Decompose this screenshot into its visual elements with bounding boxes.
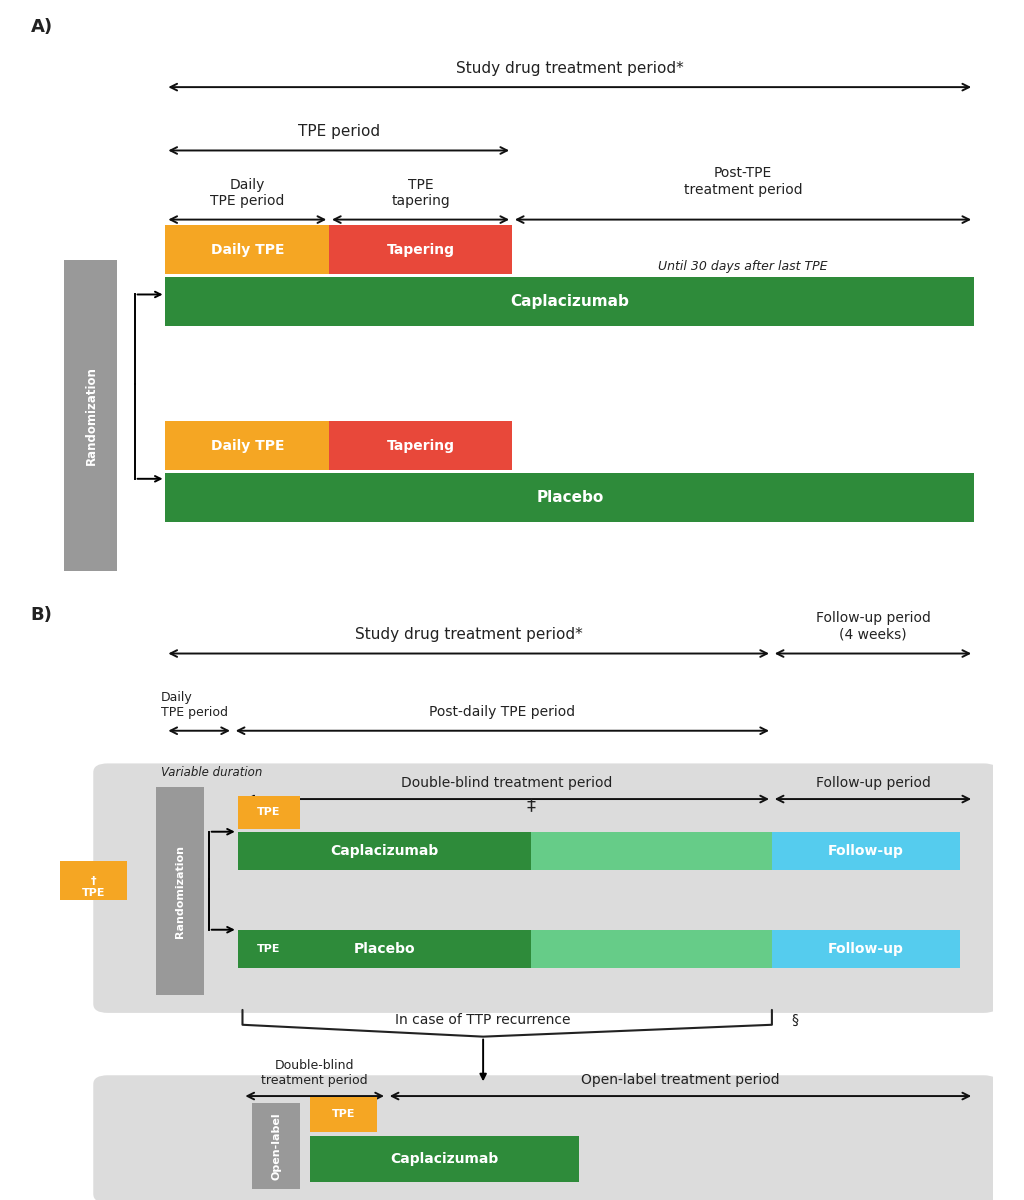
Text: Daily
TPE period: Daily TPE period bbox=[161, 691, 227, 719]
Bar bbox=[238, 930, 531, 968]
FancyBboxPatch shape bbox=[93, 1075, 998, 1200]
Text: 1:1: 1:1 bbox=[90, 377, 113, 391]
Text: Double-blind treatment period: Double-blind treatment period bbox=[401, 776, 613, 790]
Text: Variable duration: Variable duration bbox=[285, 254, 392, 268]
Bar bbox=[238, 932, 300, 965]
Text: Daily TPE: Daily TPE bbox=[211, 242, 284, 257]
Text: 1:1: 1:1 bbox=[173, 872, 196, 887]
Text: Follow-up period: Follow-up period bbox=[815, 776, 931, 790]
Text: Tapering: Tapering bbox=[386, 242, 455, 257]
Bar bbox=[531, 832, 772, 870]
Text: Follow-up: Follow-up bbox=[827, 942, 903, 956]
Text: TPE: TPE bbox=[332, 1110, 355, 1120]
Text: Caplacizumab: Caplacizumab bbox=[390, 1152, 499, 1166]
Bar bbox=[65, 260, 118, 571]
Text: Study drug treatment period*: Study drug treatment period* bbox=[456, 60, 684, 76]
Text: Double-blind
treatment period: Double-blind treatment period bbox=[261, 1060, 368, 1087]
Text: TPE
tapering: TPE tapering bbox=[391, 178, 450, 208]
Bar bbox=[772, 930, 959, 968]
Bar bbox=[310, 1097, 377, 1132]
Bar bbox=[310, 1136, 580, 1182]
Bar bbox=[238, 832, 531, 870]
Bar bbox=[166, 277, 974, 326]
Bar bbox=[238, 796, 300, 829]
Text: Tapering: Tapering bbox=[386, 439, 455, 452]
Text: Caplacizumab: Caplacizumab bbox=[331, 844, 438, 858]
Text: TPE period: TPE period bbox=[298, 124, 380, 139]
Bar bbox=[329, 226, 512, 275]
Text: A): A) bbox=[31, 18, 53, 36]
Text: TPE: TPE bbox=[257, 944, 281, 954]
Text: Until 30 days after last TPE: Until 30 days after last TPE bbox=[658, 260, 827, 272]
Bar bbox=[59, 862, 127, 900]
Text: Randomization: Randomization bbox=[175, 845, 185, 937]
Text: §: § bbox=[792, 1013, 798, 1027]
FancyBboxPatch shape bbox=[93, 763, 998, 1013]
Text: Variable duration: Variable duration bbox=[161, 767, 262, 779]
Text: ‡: ‡ bbox=[526, 796, 536, 814]
Text: Placebo: Placebo bbox=[353, 942, 416, 956]
Text: TPE: TPE bbox=[257, 808, 281, 817]
Bar bbox=[252, 1103, 300, 1189]
Bar bbox=[772, 832, 959, 870]
Text: In case of TTP recurrence: In case of TTP recurrence bbox=[395, 1013, 570, 1027]
Bar bbox=[156, 787, 204, 995]
Text: Follow-up period
(4 weeks): Follow-up period (4 weeks) bbox=[815, 612, 931, 642]
Text: Daily
TPE period: Daily TPE period bbox=[210, 178, 285, 208]
Text: Caplacizumab: Caplacizumab bbox=[510, 294, 629, 310]
Text: Post-TPE
treatment period: Post-TPE treatment period bbox=[684, 167, 803, 197]
Text: Follow-up: Follow-up bbox=[827, 844, 903, 858]
Text: Open-label: Open-label bbox=[271, 1112, 282, 1180]
Text: Placebo: Placebo bbox=[537, 490, 603, 505]
Bar bbox=[329, 421, 512, 470]
Text: Open-label treatment period: Open-label treatment period bbox=[582, 1073, 779, 1087]
Text: Randomization: Randomization bbox=[84, 366, 97, 464]
Bar bbox=[166, 226, 329, 275]
Text: †: † bbox=[90, 876, 96, 886]
Text: B): B) bbox=[31, 606, 52, 624]
Text: Daily TPE: Daily TPE bbox=[211, 439, 284, 452]
Bar bbox=[166, 473, 974, 522]
Bar bbox=[166, 421, 329, 470]
Bar bbox=[531, 930, 772, 968]
Text: TPE: TPE bbox=[82, 888, 105, 898]
Text: Post-daily TPE period: Post-daily TPE period bbox=[429, 704, 575, 719]
Text: Study drug treatment period*: Study drug treatment period* bbox=[354, 626, 583, 642]
